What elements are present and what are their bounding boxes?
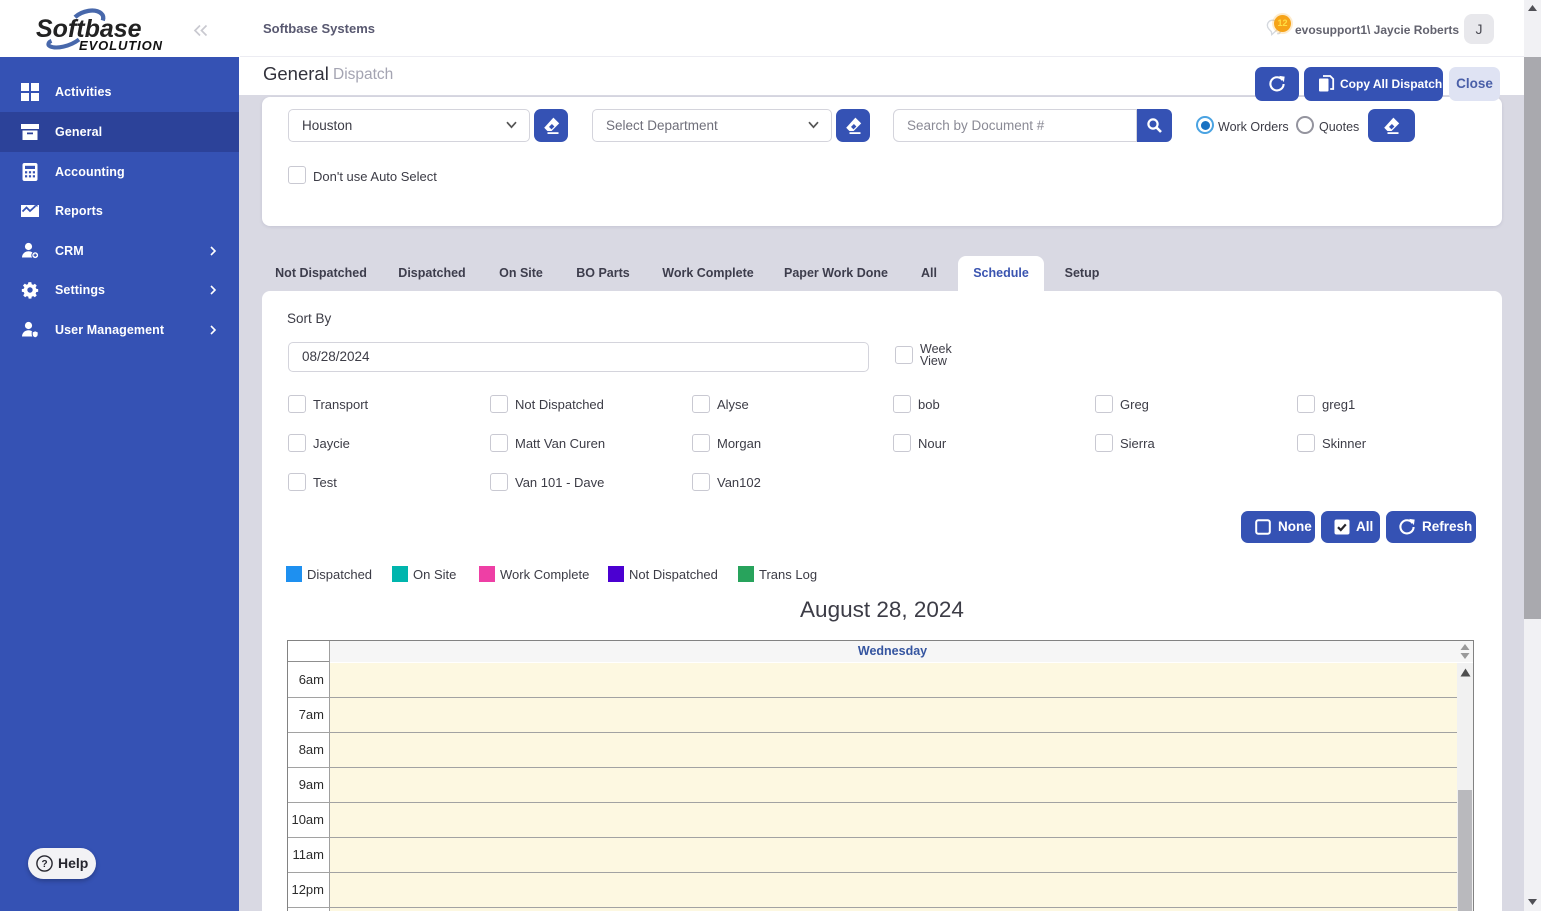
svg-text:EVOLUTION: EVOLUTION [79, 38, 163, 53]
svg-text:?: ? [41, 859, 47, 870]
svg-text:Softbase: Softbase [36, 15, 142, 43]
